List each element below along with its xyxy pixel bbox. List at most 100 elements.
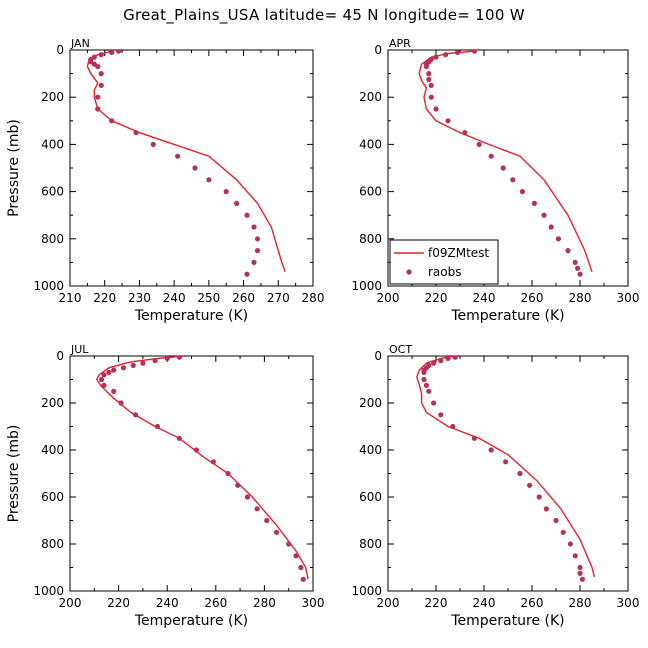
panel-month-label: JUL xyxy=(70,343,89,356)
raobs-point xyxy=(438,358,444,364)
x-tick-label: 230 xyxy=(128,291,151,305)
x-tick-label: 280 xyxy=(569,291,592,305)
legend-box xyxy=(389,239,499,285)
raobs-point xyxy=(111,367,117,373)
raobs-point xyxy=(428,82,434,88)
plot-area xyxy=(418,50,593,277)
raobs-point xyxy=(426,76,432,83)
raobs-point xyxy=(577,564,583,571)
y-tick-label: 0 xyxy=(374,43,382,57)
figure-title: Great_Plains_USA latitude= 45 N longitud… xyxy=(123,6,525,24)
x-tick-label: 280 xyxy=(253,596,276,610)
raobs-point xyxy=(120,365,127,371)
raobs-point xyxy=(519,189,526,195)
raobs-point xyxy=(433,106,439,112)
raobs-point xyxy=(543,506,550,512)
raobs-point xyxy=(426,71,432,77)
raobs-point xyxy=(471,435,477,441)
y-tick-label: 400 xyxy=(41,443,64,457)
panel-oct: 200 220 240 260 280 300 0 200 400 600 800 1000 OCT Te… xyxy=(351,343,639,629)
raobs-point xyxy=(176,435,182,441)
y-tick-label: 600 xyxy=(359,490,382,504)
raobs-point xyxy=(423,63,429,70)
y-tick-label: 0 xyxy=(374,349,382,363)
x-tick-label: 220 xyxy=(425,596,448,610)
raobs-point xyxy=(98,52,104,58)
y-tick-label: 200 xyxy=(41,90,64,104)
x-tick-label: 280 xyxy=(302,291,325,305)
raobs-point xyxy=(500,165,506,171)
y-tick-label: 200 xyxy=(41,396,64,410)
y-tick-label: 200 xyxy=(359,90,382,104)
raobs-point xyxy=(488,153,494,159)
raobs-point xyxy=(193,447,199,453)
x-tick-label: 210 xyxy=(59,291,82,305)
raobs-point xyxy=(254,506,260,512)
plot-frame xyxy=(69,49,314,287)
raobs-point xyxy=(555,236,562,242)
raobs-point xyxy=(109,118,115,124)
raobs-point xyxy=(445,356,451,361)
y-tick-label: 1000 xyxy=(33,584,64,598)
raobs-point xyxy=(244,212,250,218)
x-axis-label: Temperature (K) xyxy=(450,308,564,324)
raobs-point xyxy=(251,259,257,265)
raobs-point xyxy=(433,54,439,60)
raobs-point xyxy=(579,576,586,582)
raobs-point xyxy=(527,482,533,488)
raobs-point xyxy=(192,165,198,171)
x-tick-label: 220 xyxy=(93,291,116,305)
y-tick-label: 400 xyxy=(41,137,64,151)
x-tick-label: 260 xyxy=(521,596,544,610)
raobs-point xyxy=(254,248,261,254)
raobs-point xyxy=(101,382,107,388)
raobs-point xyxy=(106,369,112,375)
raobs-point xyxy=(503,459,509,465)
raobs-point xyxy=(254,236,261,242)
raobs-point xyxy=(575,265,581,271)
raobs-point xyxy=(455,50,461,55)
raobs-point xyxy=(98,82,104,88)
raobs-point xyxy=(428,94,434,100)
plot-area xyxy=(95,356,309,582)
raobs-point xyxy=(548,224,554,230)
raobs-point xyxy=(421,376,427,383)
x-tick-label: 240 xyxy=(473,291,496,305)
raobs-point xyxy=(423,382,429,388)
raobs-point xyxy=(225,470,231,477)
y-tick-label: 400 xyxy=(359,443,382,457)
panel-apr: 200 220 240 260 280 300 0 200 400 600 800 1000 APR Te… xyxy=(351,37,639,324)
x-tick-label: 200 xyxy=(377,596,400,610)
x-tick-label: 200 xyxy=(59,596,82,610)
raobs-point xyxy=(553,517,559,524)
raobs-point xyxy=(244,494,250,500)
raobs-point xyxy=(572,553,578,559)
raobs-point xyxy=(531,200,538,206)
raobs-point xyxy=(99,376,105,383)
raobs-point xyxy=(293,553,299,559)
raobs-point xyxy=(426,388,432,394)
raobs-point xyxy=(176,356,182,360)
panel-jan: 210 220 230 240 250 260 270 280 0 200 400 600 800 100… xyxy=(6,37,324,324)
raobs-point xyxy=(567,541,574,547)
raobs-point xyxy=(443,52,449,58)
x-tick-label: 280 xyxy=(569,596,592,610)
raobs-point xyxy=(510,177,516,183)
raobs-point xyxy=(572,259,578,265)
raobs-point xyxy=(109,50,115,55)
raobs-point xyxy=(234,200,240,206)
y-tick-label: 1000 xyxy=(351,279,382,293)
raobs-point xyxy=(445,118,451,124)
raobs-point xyxy=(298,564,304,571)
raobs-point xyxy=(95,63,101,70)
raobs-point xyxy=(101,372,107,378)
raobs-point xyxy=(476,141,482,147)
raobs-point xyxy=(140,360,146,366)
panel-month-label: APR xyxy=(389,37,411,50)
raobs-point xyxy=(488,447,494,453)
plot-frame xyxy=(387,355,629,592)
raobs-point xyxy=(421,369,427,375)
raobs-point xyxy=(223,189,229,195)
raobs-point xyxy=(154,423,161,430)
